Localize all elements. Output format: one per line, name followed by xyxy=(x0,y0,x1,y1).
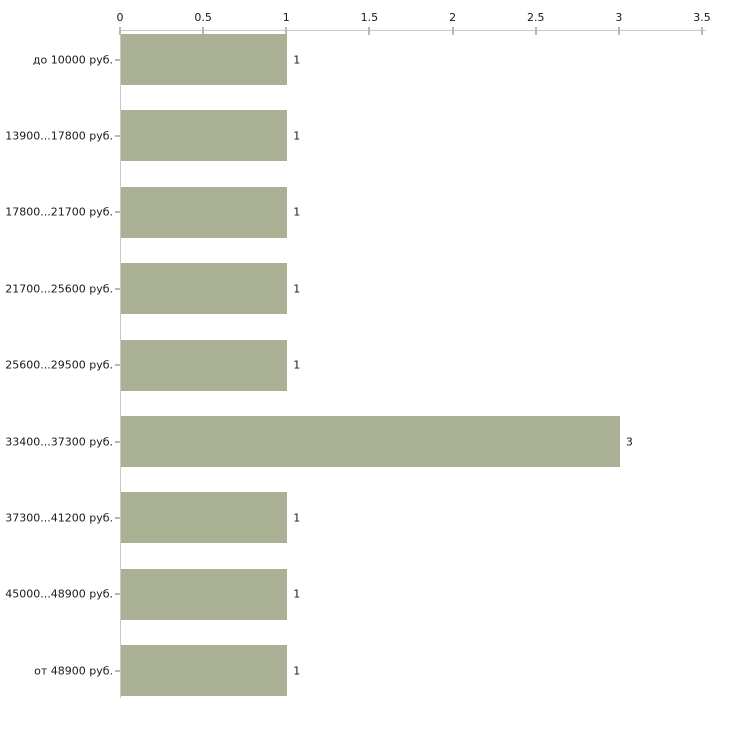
x-axis-tick xyxy=(202,27,205,35)
x-axis-tick xyxy=(534,27,537,35)
category-label: 37300...41200 руб. xyxy=(5,511,113,525)
x-axis-tick-label: 0 xyxy=(116,11,124,24)
y-axis-tick xyxy=(115,593,120,596)
y-axis-tick xyxy=(115,58,120,61)
y-axis-tick xyxy=(115,440,120,443)
value-label: 1 xyxy=(293,664,301,678)
y-axis-tick xyxy=(115,516,120,519)
x-axis-tick xyxy=(451,27,454,35)
bar xyxy=(121,568,288,620)
x-axis-tick xyxy=(617,27,620,35)
value-label: 1 xyxy=(293,205,301,219)
category-label: 33400...37300 руб. xyxy=(5,435,113,448)
x-axis-tick-label: 1.5 xyxy=(360,11,379,24)
x-axis-tick xyxy=(285,27,288,35)
y-axis-tick xyxy=(115,134,120,137)
x-axis-tick-label: 2.5 xyxy=(526,11,545,24)
x-axis-line xyxy=(120,30,706,31)
category-label: 21700...25600 руб. xyxy=(5,282,113,296)
value-label: 1 xyxy=(293,587,301,601)
value-label: 1 xyxy=(293,511,301,525)
category-label: 25600...29500 руб. xyxy=(5,358,113,372)
value-label: 1 xyxy=(293,282,301,296)
y-axis-tick xyxy=(115,669,120,672)
y-axis-tick xyxy=(115,287,120,290)
bar xyxy=(121,186,288,238)
bar xyxy=(121,416,620,467)
value-label: 1 xyxy=(293,53,301,66)
bar xyxy=(121,263,288,315)
x-axis-tick-label: 2 xyxy=(449,11,457,24)
category-label: от 48900 руб. xyxy=(34,664,113,678)
y-axis-line xyxy=(120,30,121,698)
category-label: 45000...48900 руб. xyxy=(5,587,113,601)
bar xyxy=(121,645,288,697)
bar xyxy=(121,110,288,162)
value-label: 1 xyxy=(293,129,301,143)
x-axis-tick-label: 0.5 xyxy=(194,11,212,24)
x-axis-tick xyxy=(368,27,371,35)
x-axis-tick xyxy=(119,27,121,35)
category-label: 13900...17800 руб. xyxy=(5,129,113,143)
value-label: 1 xyxy=(293,358,301,372)
y-axis-tick xyxy=(115,364,120,367)
bar xyxy=(121,34,288,85)
x-axis-tick-label: 1 xyxy=(282,11,290,24)
category-label: до 10000 руб. xyxy=(32,53,113,66)
bar xyxy=(121,492,288,544)
value-label: 3 xyxy=(625,435,633,448)
x-axis-tick-label: 3 xyxy=(615,11,623,24)
category-label: 17800...21700 руб. xyxy=(5,205,113,219)
y-axis-tick xyxy=(115,211,120,214)
x-axis-tick-label: 3.5 xyxy=(693,11,711,24)
bar xyxy=(121,339,288,391)
x-axis-tick xyxy=(701,27,703,35)
